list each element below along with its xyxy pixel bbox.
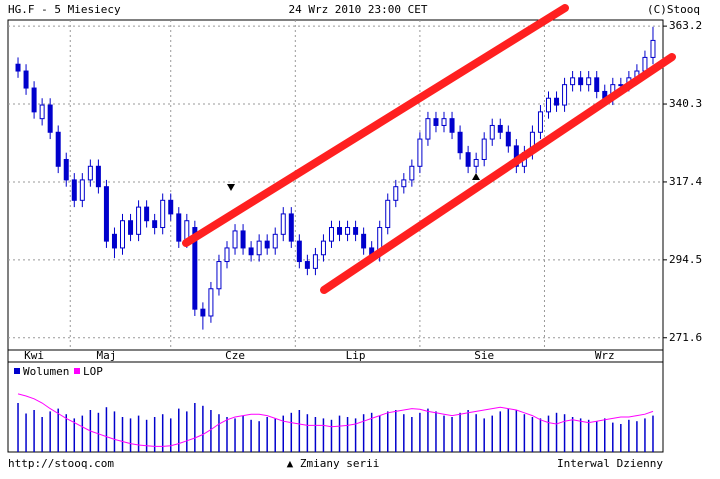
candle-body <box>288 213 294 242</box>
candle-body <box>441 118 447 126</box>
lop-line <box>17 393 654 447</box>
y-tick-label: 294.5 <box>669 253 702 266</box>
candle-body <box>224 247 230 263</box>
candle-body <box>160 199 166 229</box>
candle-body <box>63 158 69 181</box>
candle-body <box>545 97 551 113</box>
y-tick-label: 317.4 <box>669 175 702 188</box>
trend-line <box>182 4 569 247</box>
x-tick-label: Cze <box>225 349 245 362</box>
candle-body <box>578 77 584 86</box>
candle-body <box>176 213 182 242</box>
copyright: (C)Stooq <box>647 3 700 16</box>
candle-body <box>216 261 222 290</box>
candle-body <box>280 213 286 235</box>
x-tick-label: Lip <box>346 349 366 362</box>
legend-swatch <box>74 368 80 374</box>
candle-body <box>312 254 318 269</box>
y-tick-label: 363.2 <box>669 19 702 32</box>
legend-swatch <box>14 368 20 374</box>
candle-body <box>537 111 543 133</box>
candle-body <box>361 233 367 249</box>
candle-body <box>385 199 391 229</box>
candle-body <box>328 227 334 242</box>
candle-body <box>618 84 624 87</box>
x-tick-label: Sie <box>474 349 494 362</box>
candle-body <box>642 56 648 72</box>
candle-body <box>449 118 455 133</box>
x-tick-label: Wrz <box>595 349 615 362</box>
candle-body <box>55 131 61 167</box>
footer-center: ▲ Zmiany serii <box>287 457 380 470</box>
candle-body <box>136 206 142 235</box>
candle-body <box>304 261 310 269</box>
frame <box>7 19 664 453</box>
candle-body <box>31 87 37 113</box>
candle-body <box>505 131 511 147</box>
candle-body <box>586 77 592 86</box>
candle-body <box>570 77 576 86</box>
candle-body <box>256 240 262 256</box>
candle-body <box>232 230 238 249</box>
candle-body <box>152 220 158 229</box>
candle-body <box>103 186 109 242</box>
candle-body <box>401 179 407 188</box>
candle-body <box>497 124 503 133</box>
candle-body <box>79 179 85 201</box>
y-tick-label: 340.3 <box>669 97 702 110</box>
candle-body <box>554 97 560 106</box>
candle-body <box>473 158 479 167</box>
candle-body <box>128 220 134 235</box>
candle-body <box>345 227 351 235</box>
candle-body <box>144 206 150 222</box>
candle-body <box>489 124 495 140</box>
candle-body <box>95 165 101 188</box>
chart-title: HG.F - 5 Miesiecy <box>8 3 121 16</box>
candle-body <box>409 165 415 181</box>
trend-line <box>320 53 676 294</box>
chart-date: 24 Wrz 2010 23:00 CET <box>288 3 427 16</box>
candle-body <box>15 63 21 72</box>
x-tick-label: Maj <box>96 349 116 362</box>
x-tick-label: Kwi <box>24 349 44 362</box>
candle-body <box>168 199 174 215</box>
series-change-marker <box>227 184 235 191</box>
candle-body <box>562 84 568 106</box>
candle-body <box>296 240 302 263</box>
candle-body <box>417 138 423 167</box>
candle-body <box>248 247 254 256</box>
candle-body <box>200 308 206 317</box>
candle-body <box>47 104 53 133</box>
footer-left: http://stooq.com <box>8 457 114 470</box>
candle-body <box>23 70 29 89</box>
series-change-marker <box>472 173 480 180</box>
candle-body <box>337 227 343 235</box>
y-tick-label: 271.6 <box>669 331 702 344</box>
candle-body <box>192 227 198 310</box>
candle-body <box>71 179 77 201</box>
candle-body <box>425 118 431 140</box>
footer-right: Interwal Dzienny <box>557 457 663 470</box>
candle-body <box>87 165 93 181</box>
candle-body <box>433 118 439 126</box>
legend-label: LOP <box>83 365 103 378</box>
candle-body <box>39 104 45 120</box>
candle-body <box>320 240 326 256</box>
candle-body <box>650 39 656 58</box>
legend-label: Wolumen <box>23 365 69 378</box>
candle-body <box>481 138 487 160</box>
candle-body <box>457 131 463 154</box>
candle-body <box>111 233 117 249</box>
candle-body <box>120 220 126 249</box>
candle-body <box>240 230 246 249</box>
candle-body <box>264 240 270 249</box>
candle-body <box>353 227 359 235</box>
candle-body <box>208 288 214 317</box>
candle-body <box>465 152 471 167</box>
candle-body <box>393 186 399 201</box>
plot: 271.6 294.5 317.4 340.3 363.2 Kwi Maj Cze Lip Sie… <box>8 19 702 452</box>
candle-body <box>272 233 278 249</box>
candle-body <box>594 77 600 92</box>
